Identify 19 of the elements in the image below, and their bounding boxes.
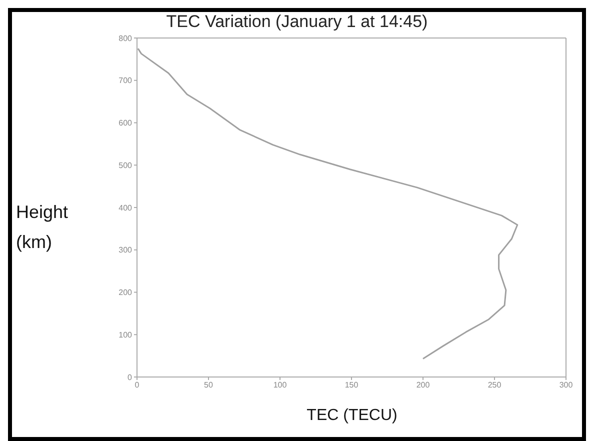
y-tick-label: 100 <box>118 330 133 340</box>
chart-title: TEC Variation (January 1 at 14:45) <box>165 12 429 32</box>
x-tick-label: 250 <box>488 380 502 390</box>
y-tick-label: 400 <box>118 203 133 212</box>
x-tick-label: 300 <box>559 380 574 390</box>
y-tick-label: 0 <box>128 372 133 382</box>
y-tick-label: 800 <box>118 34 133 43</box>
y-tick-label: 300 <box>118 246 133 255</box>
y-tick-label: 500 <box>118 160 133 170</box>
y-axis-title: Height (km) <box>16 201 68 254</box>
x-tick-label: 200 <box>416 380 430 390</box>
x-tick-label: 0 <box>134 380 140 390</box>
y-tick-label: 600 <box>118 118 133 128</box>
x-tick-label: 50 <box>204 380 214 390</box>
y-tick-label: 200 <box>118 288 133 298</box>
x-tick-label: 150 <box>344 380 359 390</box>
x-tick-label: 100 <box>273 380 288 390</box>
x-axis-title: TEC (TECU) <box>306 407 398 425</box>
y-tick-label: 700 <box>118 76 133 86</box>
